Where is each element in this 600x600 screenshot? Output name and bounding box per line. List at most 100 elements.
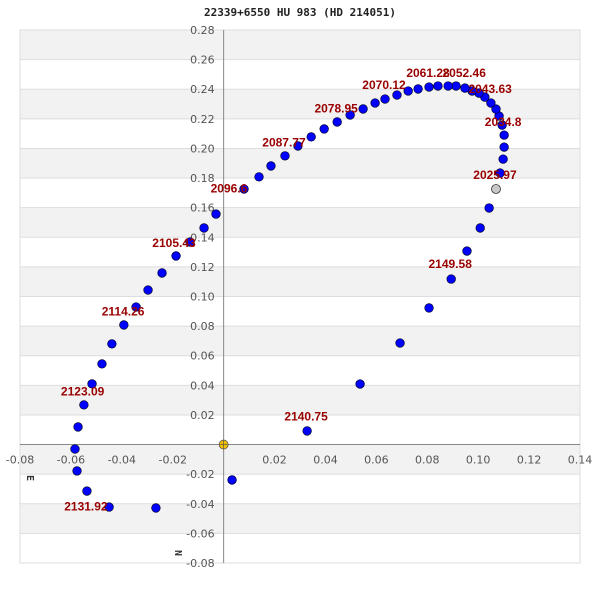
- orbit-point: [211, 209, 221, 219]
- epoch-label: 2105.43: [152, 236, 196, 250]
- orbit-point: [424, 82, 434, 92]
- orbit-point: [451, 81, 461, 91]
- y-tick-label: 0.22: [190, 113, 215, 126]
- y-tick-label: 0.12: [190, 261, 215, 274]
- orbit-point: [306, 132, 316, 142]
- orbit-point: [82, 486, 92, 496]
- orbit-point: [104, 502, 114, 512]
- orbit-point: [358, 104, 368, 114]
- grid-band: [20, 266, 580, 297]
- y-tick-label: -0.08: [186, 557, 214, 570]
- orbit-point: [499, 130, 509, 140]
- epoch-label: 2149.58: [428, 257, 472, 271]
- y-tick-label: 0.02: [190, 409, 215, 422]
- y-tick-label: -0.04: [186, 498, 214, 511]
- orbit-point: [79, 400, 89, 410]
- x-tick-label: 0.14: [568, 454, 593, 467]
- orbit-point: [107, 339, 117, 349]
- orbit-point: [157, 268, 167, 278]
- orbit-point: [395, 338, 405, 348]
- orbit-point: [171, 251, 181, 261]
- orbit-point: [185, 237, 195, 247]
- x-tick-label: 0.10: [466, 454, 491, 467]
- orbit-point: [97, 359, 107, 369]
- orbit-point: [484, 203, 494, 213]
- orbit-point: [498, 154, 508, 164]
- orbit-point: [491, 104, 501, 114]
- orbit-point: [433, 81, 443, 91]
- orbit-point: [332, 117, 342, 127]
- orbit-points: [70, 81, 509, 513]
- orbit-point: [70, 444, 80, 454]
- orbit-point: [266, 161, 276, 171]
- y-tick-label: 0.16: [190, 202, 215, 215]
- x-tick-label: -0.02: [158, 454, 186, 467]
- orbit-point: [199, 223, 209, 233]
- epoch-label: 2025.97: [473, 168, 517, 182]
- epoch-label: 2140.75: [284, 409, 328, 423]
- y-tick-label: 0.06: [190, 350, 215, 363]
- grid-band: [20, 30, 580, 60]
- y-tick-label: 0.28: [190, 24, 215, 37]
- orbit-point: [72, 466, 82, 476]
- y-tick-label: 0.20: [190, 142, 215, 155]
- plot-border: [19, 29, 581, 564]
- chart-title: 22339+6550 HU 983 (HD 214051): [203, 6, 397, 19]
- orbit-point: [497, 120, 507, 130]
- epoch-label: 2061.28: [406, 66, 450, 80]
- north-label: N: [172, 550, 183, 556]
- epoch-label: 2052.46: [442, 66, 486, 80]
- orbit-point: [73, 422, 83, 432]
- orbit-point: [460, 83, 470, 93]
- grid-band: [20, 444, 580, 475]
- orbit-point: [486, 98, 496, 108]
- orbit-point: [443, 81, 453, 91]
- y-tick-label: 0.26: [190, 54, 215, 67]
- x-tick-label: 0.08: [415, 454, 440, 467]
- grid-bands: [19, 29, 581, 564]
- y-tick-label: -0.02: [186, 468, 214, 481]
- y-tick-label: -0.06: [186, 527, 214, 540]
- x-tick-label: 0.02: [262, 454, 287, 467]
- epoch-label: 2043.63: [468, 82, 512, 96]
- orbit-point: [355, 379, 365, 389]
- epoch-label: 2070.12: [362, 78, 406, 92]
- orbit-point: [151, 503, 161, 513]
- orbit-point: [475, 223, 485, 233]
- x-tick-label: -0.08: [6, 454, 34, 467]
- epoch-label: 2087.77: [262, 136, 306, 150]
- epoch-label: 2034.8: [485, 115, 522, 129]
- orbit-point: [424, 303, 434, 313]
- orbit-point: [403, 86, 413, 96]
- axes: [20, 30, 580, 563]
- orbit-point: [227, 475, 237, 485]
- epoch-label: 2078.95: [314, 101, 358, 115]
- x-tick-label: -0.04: [108, 454, 136, 467]
- x-tick-label: 0.12: [517, 454, 542, 467]
- y-tick-label: 0.10: [190, 291, 215, 304]
- grid-band: [20, 207, 580, 238]
- orbit-point: [280, 151, 290, 161]
- orbit-point: [302, 426, 312, 436]
- y-tick-label: 0.08: [190, 320, 215, 333]
- grid-band: [20, 326, 580, 356]
- orbit-point: [119, 320, 129, 330]
- x-tick-label: 0.04: [313, 454, 338, 467]
- orbit-point: [413, 84, 423, 94]
- epoch-label: 2123.09: [61, 384, 105, 398]
- orbit-point: [131, 302, 141, 312]
- orbit-point: [345, 110, 355, 120]
- y-tick-label: 0.18: [190, 172, 215, 185]
- orbit-point: [446, 274, 456, 284]
- current-position-point: [491, 184, 501, 194]
- orbit-point: [254, 172, 264, 182]
- east-label: E: [24, 475, 35, 481]
- orbit-point: [392, 90, 402, 100]
- orbit-point: [380, 94, 390, 104]
- orbit-point: [495, 168, 505, 178]
- orbit-point: [143, 285, 153, 295]
- y-tick-label: 0.14: [190, 231, 215, 244]
- orbit-point: [239, 184, 249, 194]
